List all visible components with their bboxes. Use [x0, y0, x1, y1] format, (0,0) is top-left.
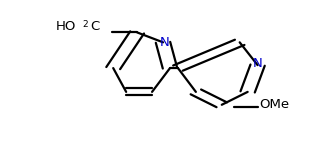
- Text: HO: HO: [56, 20, 76, 33]
- Text: OMe: OMe: [260, 98, 290, 111]
- Text: 2: 2: [82, 21, 88, 29]
- Text: N: N: [160, 36, 170, 49]
- Text: N: N: [253, 57, 262, 70]
- Text: C: C: [90, 20, 100, 33]
